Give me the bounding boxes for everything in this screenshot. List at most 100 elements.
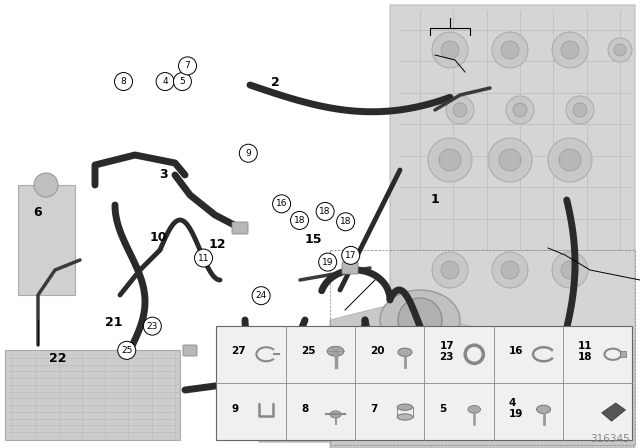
Ellipse shape: [398, 348, 412, 357]
Bar: [5, 350, 180, 440]
Circle shape: [337, 213, 355, 231]
FancyBboxPatch shape: [232, 222, 248, 234]
Circle shape: [432, 252, 468, 288]
FancyBboxPatch shape: [258, 353, 332, 442]
Circle shape: [398, 298, 442, 342]
Polygon shape: [18, 185, 75, 295]
Circle shape: [432, 32, 468, 68]
Circle shape: [488, 138, 532, 182]
Text: 9: 9: [232, 404, 239, 414]
Text: 14: 14: [266, 390, 284, 403]
Text: 10: 10: [150, 231, 168, 244]
Text: 8: 8: [301, 404, 308, 414]
Circle shape: [252, 287, 270, 305]
Circle shape: [446, 96, 474, 124]
Circle shape: [156, 73, 174, 90]
Circle shape: [439, 149, 461, 171]
Text: 316345: 316345: [590, 434, 630, 444]
Circle shape: [552, 252, 588, 288]
Text: 11
18: 11 18: [579, 340, 593, 362]
Bar: [620, 351, 626, 357]
Circle shape: [561, 261, 579, 279]
Text: 18: 18: [294, 216, 305, 225]
Circle shape: [614, 44, 626, 56]
Polygon shape: [390, 5, 635, 355]
Circle shape: [492, 252, 528, 288]
Ellipse shape: [468, 405, 481, 413]
Circle shape: [273, 195, 291, 213]
Text: 18: 18: [340, 217, 351, 226]
Bar: [216, 326, 632, 440]
Ellipse shape: [536, 405, 550, 414]
Polygon shape: [330, 305, 635, 448]
Text: 12: 12: [209, 237, 227, 251]
Circle shape: [566, 96, 594, 124]
Ellipse shape: [397, 414, 413, 420]
Text: 11: 11: [198, 254, 209, 263]
Circle shape: [179, 57, 196, 75]
Circle shape: [506, 96, 534, 124]
Circle shape: [173, 73, 191, 90]
Text: 17
23: 17 23: [440, 340, 454, 362]
FancyBboxPatch shape: [368, 357, 382, 368]
Text: 19: 19: [322, 258, 333, 267]
Text: 27: 27: [232, 346, 246, 357]
Circle shape: [118, 341, 136, 359]
Circle shape: [499, 149, 521, 171]
Ellipse shape: [397, 404, 413, 410]
Text: 9: 9: [246, 149, 251, 158]
Circle shape: [428, 138, 472, 182]
Circle shape: [34, 173, 58, 197]
Text: 2: 2: [271, 76, 280, 90]
Text: 4
19: 4 19: [509, 398, 524, 419]
Circle shape: [300, 345, 318, 363]
Polygon shape: [602, 403, 625, 421]
Text: 20: 20: [303, 349, 315, 358]
Text: 1: 1: [431, 193, 440, 206]
Text: 20: 20: [370, 346, 385, 357]
Text: 25: 25: [301, 346, 316, 357]
Text: 6: 6: [33, 206, 42, 220]
Circle shape: [239, 144, 257, 162]
Circle shape: [561, 41, 579, 59]
Text: 7: 7: [185, 61, 190, 70]
Ellipse shape: [380, 290, 460, 350]
Circle shape: [513, 103, 527, 117]
Circle shape: [316, 202, 334, 220]
Circle shape: [195, 249, 212, 267]
Text: 15: 15: [305, 233, 323, 246]
Circle shape: [608, 38, 632, 62]
Circle shape: [453, 103, 467, 117]
Circle shape: [548, 138, 592, 182]
Ellipse shape: [327, 346, 344, 356]
Text: 22: 22: [49, 352, 67, 365]
Circle shape: [501, 41, 519, 59]
Circle shape: [573, 103, 587, 117]
Circle shape: [441, 261, 459, 279]
Text: 13: 13: [292, 423, 310, 437]
Circle shape: [441, 41, 459, 59]
Text: 25: 25: [121, 346, 132, 355]
Circle shape: [552, 32, 588, 68]
Text: 16: 16: [276, 199, 287, 208]
Circle shape: [291, 211, 308, 229]
Circle shape: [559, 149, 581, 171]
Circle shape: [319, 253, 337, 271]
FancyBboxPatch shape: [342, 262, 358, 274]
Text: 24: 24: [255, 291, 267, 300]
Circle shape: [143, 317, 161, 335]
Circle shape: [492, 32, 528, 68]
Ellipse shape: [330, 411, 341, 418]
Text: 23: 23: [147, 322, 158, 331]
FancyBboxPatch shape: [183, 345, 197, 356]
Text: 21: 21: [105, 316, 123, 329]
Circle shape: [501, 261, 519, 279]
Text: 4: 4: [163, 77, 168, 86]
Text: 5: 5: [180, 77, 185, 86]
Circle shape: [115, 73, 132, 90]
Circle shape: [342, 246, 360, 264]
Text: 16: 16: [509, 346, 524, 357]
Text: 18: 18: [319, 207, 331, 216]
Text: 3: 3: [159, 168, 168, 181]
Text: 8: 8: [121, 77, 126, 86]
